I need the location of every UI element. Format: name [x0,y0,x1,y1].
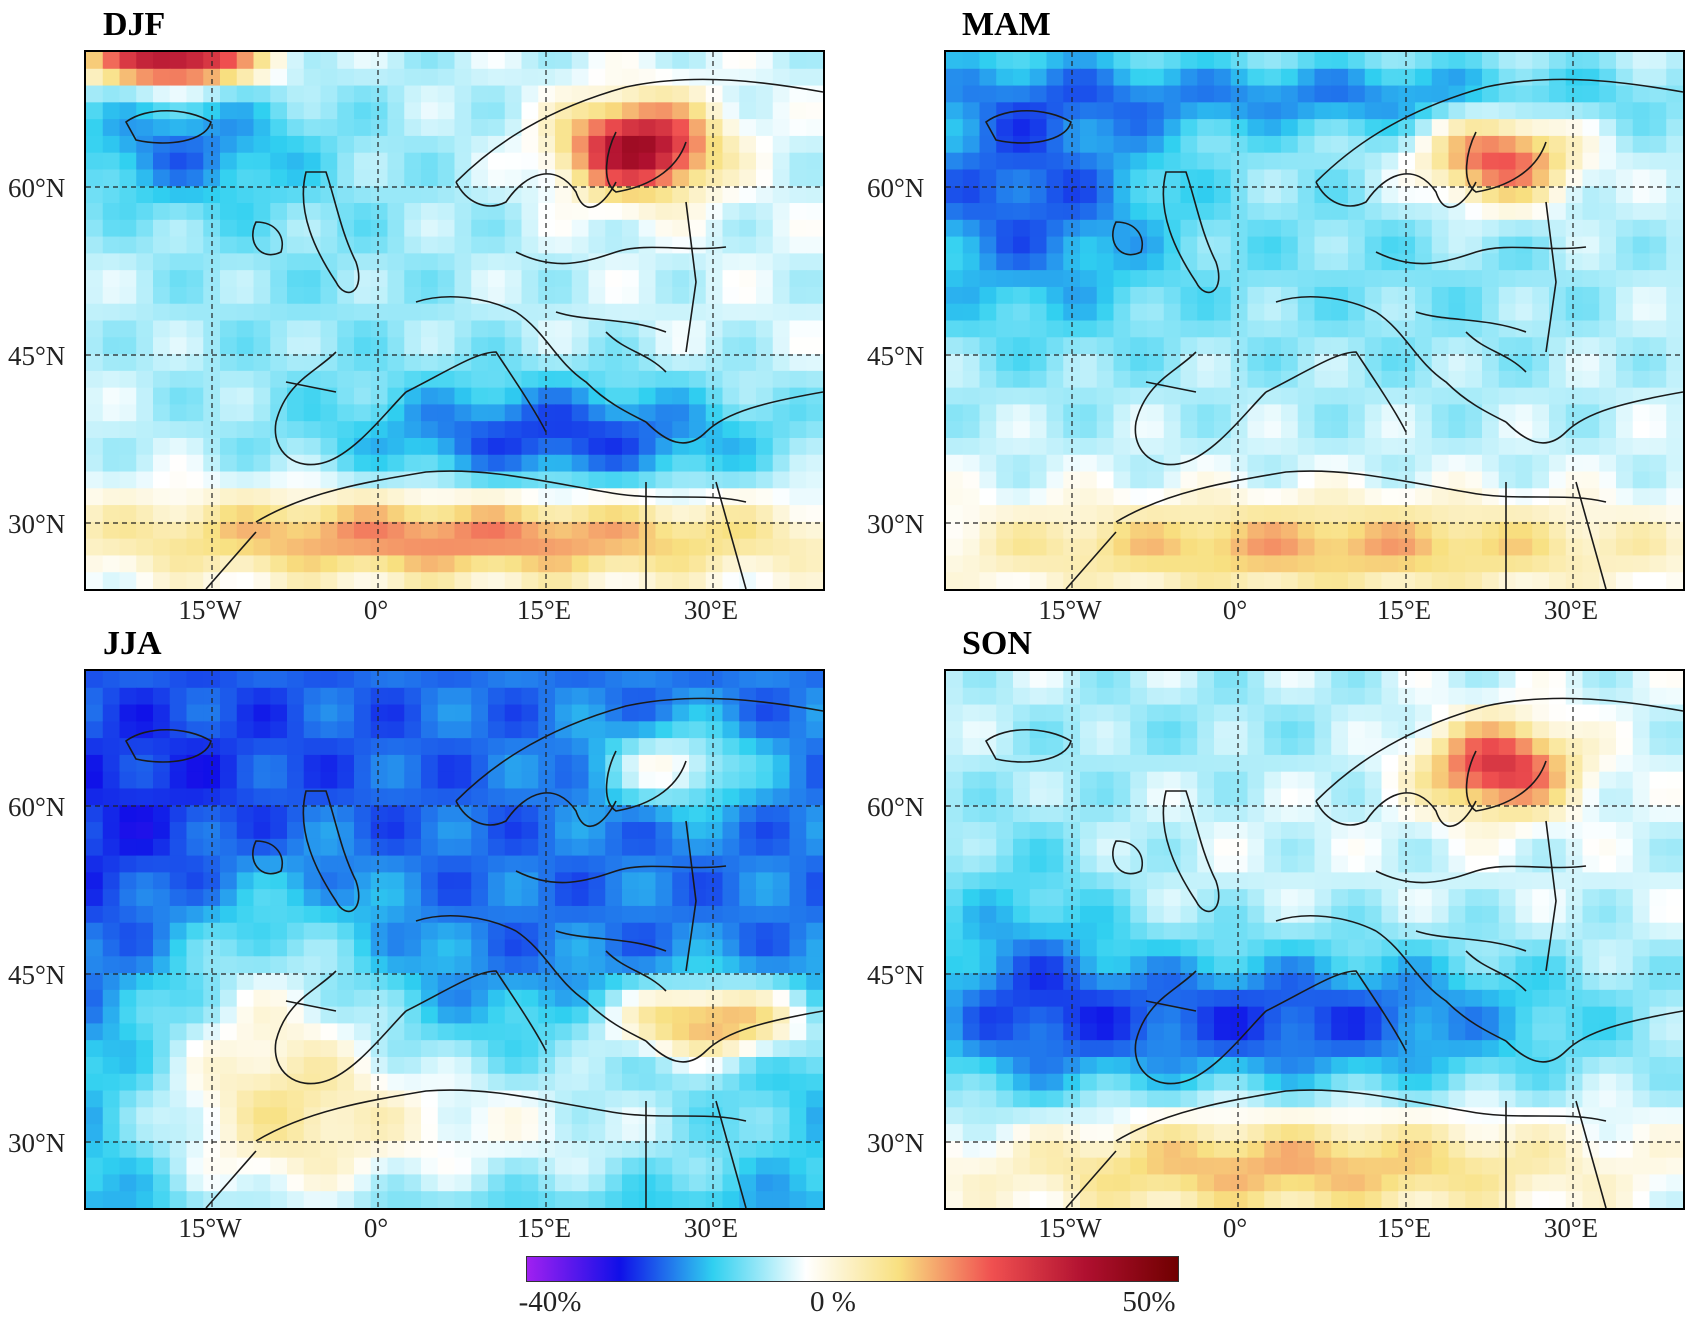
lon-label-15w-son: 15°W [1038,1213,1102,1243]
lon-label-30e-jja: 30°E [683,1213,739,1243]
panel-title-jja: JJA [103,625,162,662]
panel-title-son: SON [962,625,1032,662]
lat-label-60n-mam: 60°N [867,173,925,203]
map-djf-canvas [86,52,823,589]
lon-label-15e-son: 15°E [1376,1213,1432,1243]
lat-label-60n-djf: 60°N [8,173,66,203]
lon-label-15w-mam: 15°W [1038,595,1102,625]
lon-label-0-son: 0° [1222,1213,1248,1243]
lat-label-60n-jja: 60°N [8,792,66,822]
map-mam-canvas [946,52,1683,589]
map-son [944,669,1685,1210]
map-mam [944,50,1685,591]
lat-label-30n-son: 30°N [867,1128,925,1158]
map-jja [84,669,825,1210]
panel-title-djf: DJF [103,6,166,43]
lat-label-45n-djf: 45°N [8,341,66,371]
map-djf [84,50,825,591]
lon-label-15e-djf: 15°E [516,595,572,625]
lon-label-0-djf: 0° [363,595,389,625]
panel-title-mam: MAM [962,6,1051,43]
lat-label-30n-mam: 30°N [867,509,925,539]
colorbar-max-label: 50% [1122,1286,1176,1318]
lat-label-45n-mam: 45°N [867,341,925,371]
map-son-canvas [946,671,1683,1208]
lon-label-30e-son: 30°E [1543,1213,1599,1243]
lon-label-0-jja: 0° [363,1213,389,1243]
lon-label-30e-djf: 30°E [683,595,739,625]
lat-label-30n-djf: 30°N [8,509,66,539]
lon-label-30e-mam: 30°E [1543,595,1599,625]
lon-label-0-mam: 0° [1222,595,1248,625]
lon-label-15e-mam: 15°E [1376,595,1432,625]
colorbar-min-label: -40% [518,1286,582,1318]
map-jja-canvas [86,671,823,1208]
colorbar [526,1256,1179,1282]
lat-label-60n-son: 60°N [867,792,925,822]
lat-label-45n-jja: 45°N [8,960,66,990]
lon-label-15w-djf: 15°W [178,595,242,625]
lon-label-15w-jja: 15°W [178,1213,242,1243]
lat-label-45n-son: 45°N [867,960,925,990]
lon-label-15e-jja: 15°E [516,1213,572,1243]
lat-label-30n-jja: 30°N [8,1128,66,1158]
colorbar-mid-label: 0 % [810,1286,856,1318]
